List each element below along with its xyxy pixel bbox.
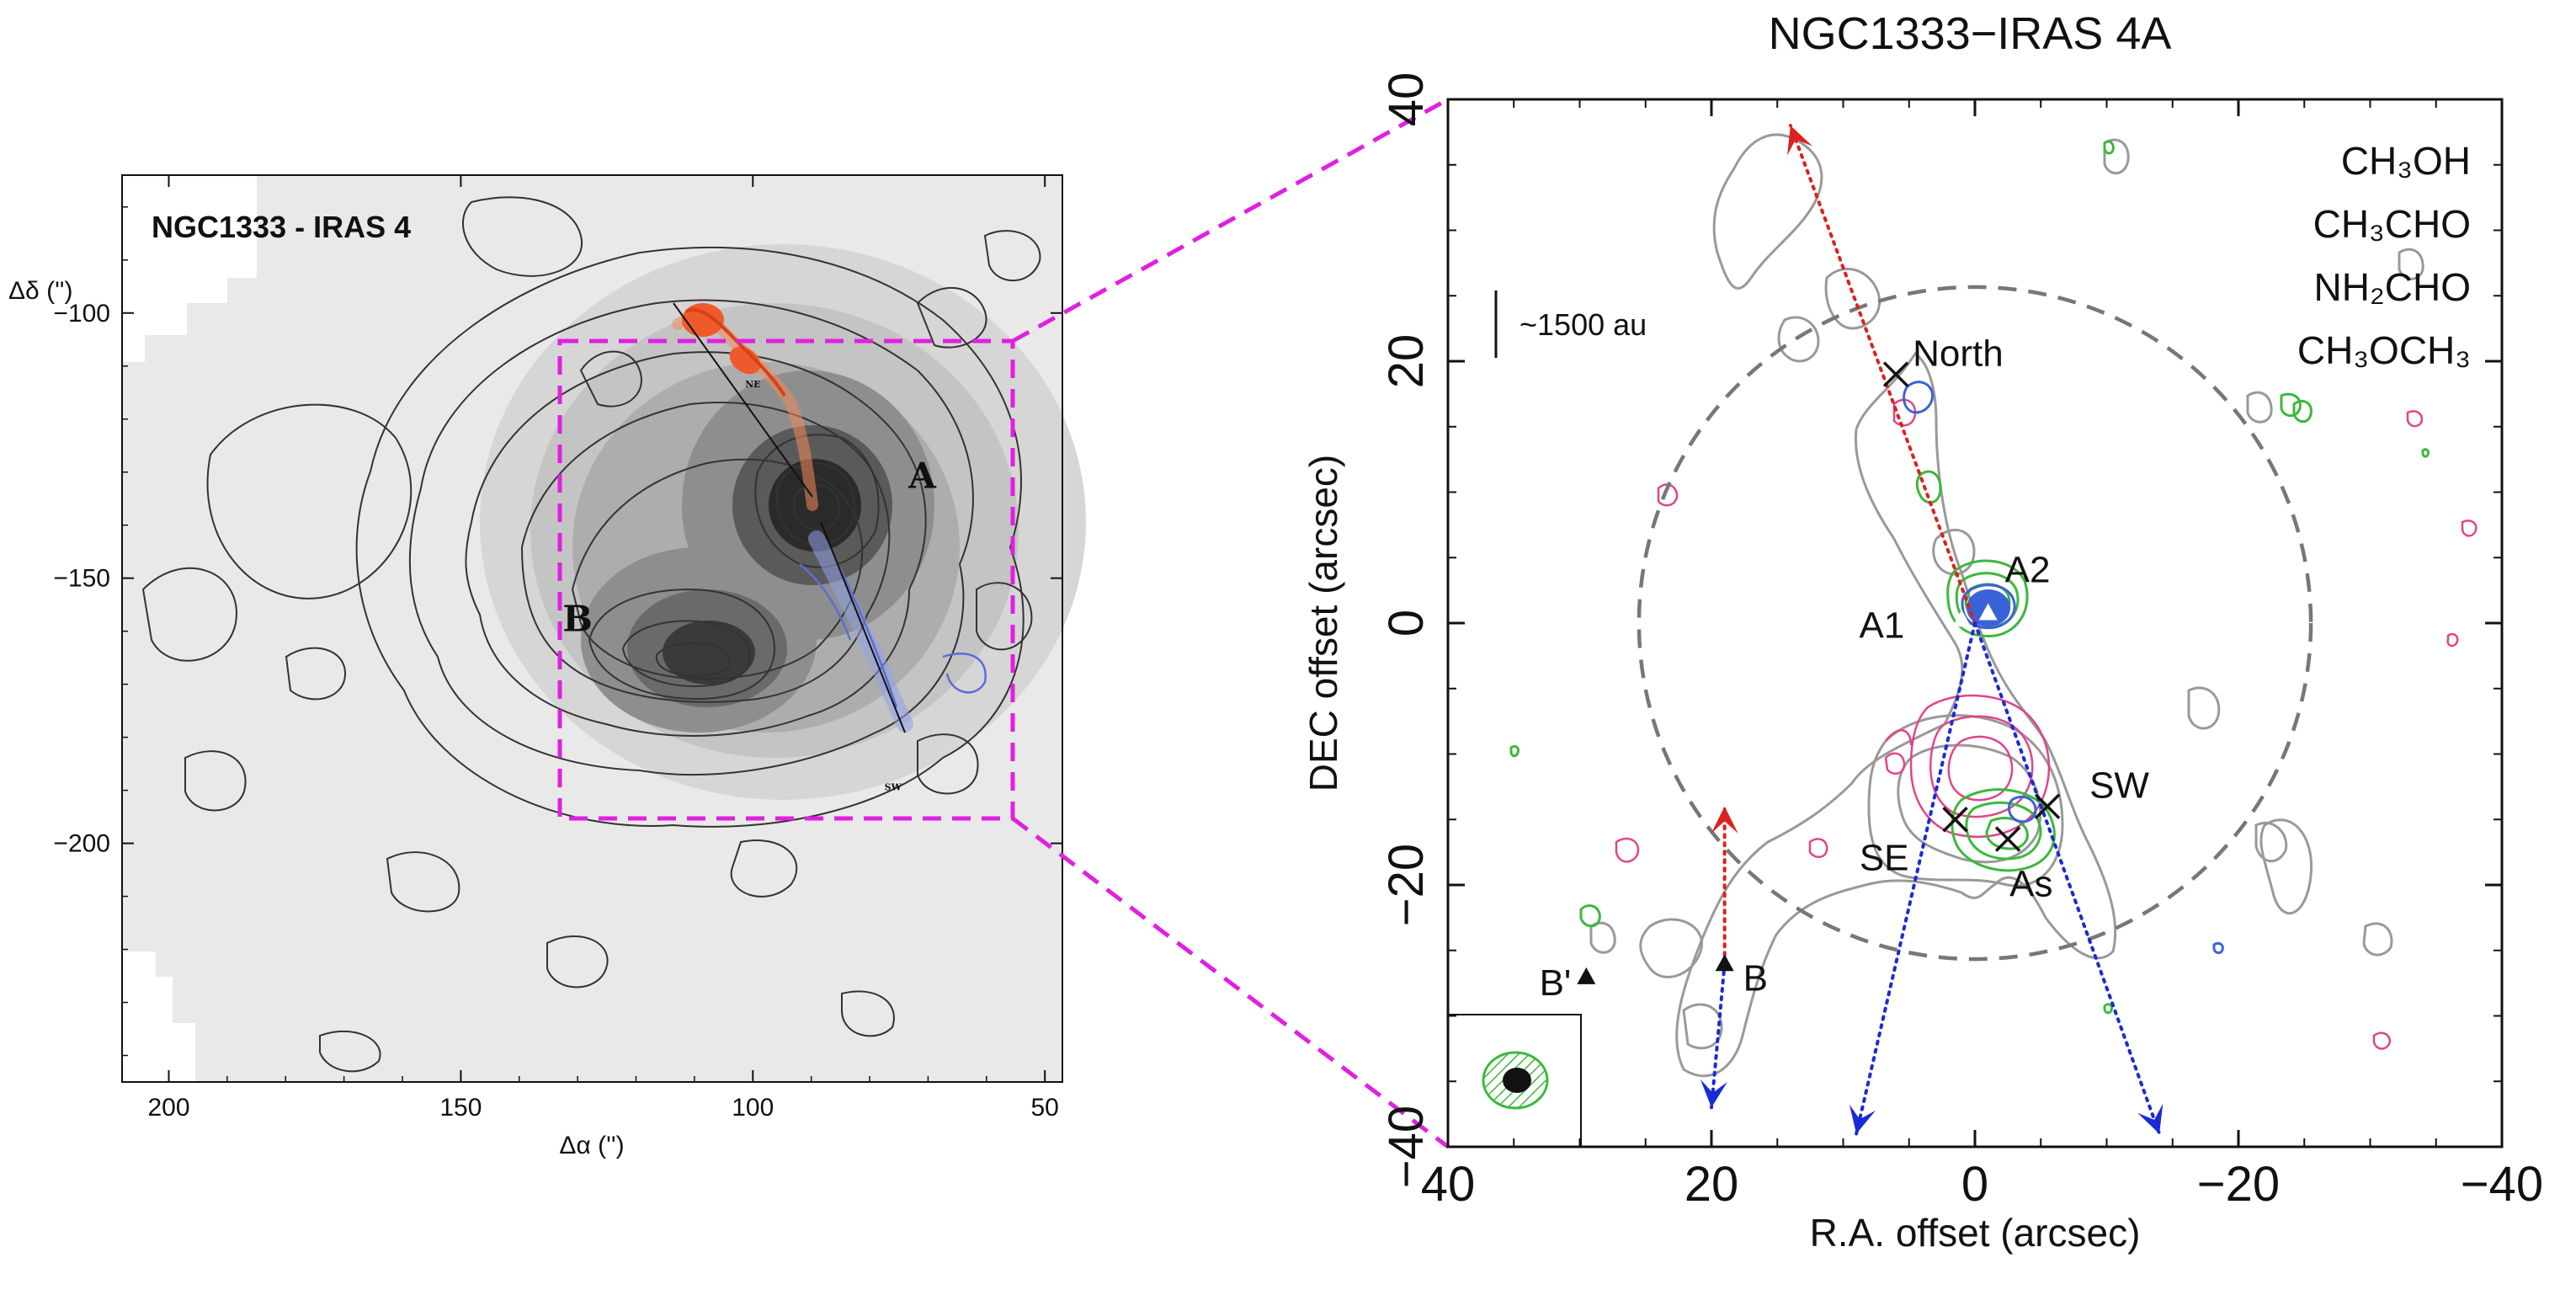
continuum-source-marker	[1978, 603, 1998, 621]
synthesized-beam-inset	[1447, 1014, 1582, 1148]
legend-entry-ch3cho: CH₃CHO	[2313, 202, 2471, 246]
legend-entry-ch3och3: CH₃OCH₃	[2297, 328, 2471, 372]
cross-marker-label: SW	[2089, 765, 2149, 807]
left-axes: 200 150 100 50 −100 −150 −200	[53, 175, 1062, 1122]
sw-outflow-lobe	[799, 521, 987, 733]
left-outflow-label: SW	[885, 782, 902, 793]
legend: CH₃OH CH₃CHO NH₂CHO CH₃OCH₃	[2297, 139, 2471, 372]
left-y-tick-label: −150	[53, 565, 110, 593]
cross-marker	[1942, 807, 1968, 833]
continuum-source-label: A1	[1860, 605, 1905, 646]
scale-bar: ~1500 au	[1494, 290, 1647, 358]
primary-beam-circle	[1637, 285, 2313, 962]
cross-marker-label: As	[2009, 864, 2052, 905]
right-x-tick-label: 40	[1421, 1157, 1476, 1212]
right-x-tick-label: −20	[2197, 1157, 2280, 1212]
right-x-tick-label: −40	[2461, 1157, 2543, 1212]
right-y-tick-label: 40	[1379, 72, 1434, 127]
left-x-tick-label: 200	[147, 1094, 189, 1122]
right-panel-title: NGC1333−IRAS 4A	[1769, 8, 2172, 59]
left-contours	[141, 196, 1041, 1073]
left-outflow-label: NE	[745, 379, 760, 390]
left-source-label: B	[562, 599, 593, 640]
cross-marker-label: North	[1913, 333, 2004, 375]
left-panel-title: NGC1333 - IRAS 4	[152, 210, 411, 244]
continuum-source-label: A2	[2005, 550, 2051, 591]
continuum-source-marker	[1715, 954, 1734, 972]
right-y-axis-label: DEC offset (arcsec)	[1301, 455, 1345, 791]
left-panel: 200 150 100 50 −100 −150 −200 A B NE SW NGC1333 -…	[8, 174, 1086, 1159]
outflow-red-arrowhead	[1787, 125, 1813, 156]
zoom-box	[557, 338, 1015, 821]
right-y-tick-label: −40	[1379, 1106, 1434, 1188]
unobserved-region-bottom-left	[122, 951, 195, 1082]
source-markers: A1 A2 B B' North SE SW As	[1540, 333, 2150, 1004]
outflow-blue-arrowhead	[1849, 1104, 1876, 1134]
legend-entry-ch3oh: CH₃OH	[2341, 139, 2471, 183]
right-panel: NGC1333−IRAS 4A	[1301, 8, 2543, 1255]
cross-marker	[1994, 826, 2021, 852]
outflow-blue-line	[1855, 621, 1977, 1136]
continuum-source-label: B'	[1540, 962, 1572, 1004]
left-y-axis-label: Δδ ('')	[8, 277, 73, 305]
legend-entry-nh2cho: NH₂CHO	[2313, 265, 2471, 309]
continuum-source-label: B	[1743, 957, 1768, 999]
left-y-tick-label: −100	[53, 300, 110, 328]
left-x-tick-label: 100	[732, 1094, 774, 1122]
outflow-arrows	[1700, 124, 2164, 1136]
continuum-source-marker	[1952, 610, 1972, 627]
right-y-tick-label: 20	[1379, 334, 1434, 389]
unobserved-region-top-left	[122, 175, 257, 362]
outflow-blue-line	[1973, 621, 2162, 1136]
outflow-blue-line	[1710, 962, 1727, 1110]
zoom-connectors	[1011, 97, 1450, 1148]
cross-marker	[1882, 361, 1909, 387]
cross-marker	[2034, 793, 2061, 819]
left-plot-frame	[121, 174, 1063, 1083]
right-x-axis-label: R.A. offset (arcsec)	[1810, 1211, 2141, 1255]
left-x-tick-label: 150	[439, 1094, 482, 1122]
right-y-tick-label: 0	[1379, 610, 1434, 637]
continuum-source-marker	[1577, 967, 1596, 984]
beam-ellipse-continuum	[1503, 1068, 1531, 1093]
outflow-blue-arrowhead	[1700, 1079, 1727, 1108]
left-x-tick-label: 50	[1030, 1094, 1058, 1122]
right-x-tick-label: 20	[1685, 1157, 1739, 1212]
outflow-red-arrowhead	[1711, 806, 1738, 834]
right-axes: 40 20 0 −20 −40 −40 −20 0 20 40	[1379, 72, 2543, 1212]
right-y-tick-label: −20	[1379, 844, 1434, 926]
ne-outflow-lobe	[672, 302, 818, 511]
left-labels: A B NE SW	[562, 379, 937, 793]
scale-bar-label: ~1500 au	[1520, 307, 1647, 342]
ch3oh-contours	[1589, 133, 2424, 1078]
left-x-axis-label: Δα ('')	[559, 1132, 624, 1159]
left-source-label: A	[907, 456, 937, 497]
cross-marker-label: SE	[1860, 837, 1909, 878]
right-x-tick-label: 0	[1961, 1157, 1988, 1212]
outflow-blue-arrowhead	[2137, 1103, 2164, 1134]
left-y-tick-label: −200	[53, 830, 110, 858]
